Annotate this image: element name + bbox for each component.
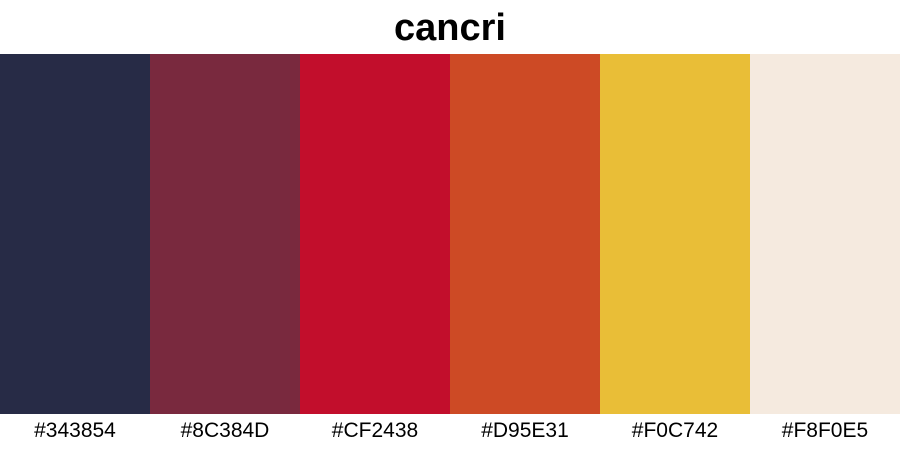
hex-label: #F8F0E5: [781, 419, 869, 442]
hex-label: #CF2438: [331, 419, 419, 442]
color-swatch: [0, 54, 150, 414]
hex-label-row: #343854 #8C384D #CF2438 #D95E31 #F0C742 …: [0, 414, 900, 450]
palette-title: cancri: [394, 7, 506, 49]
color-swatch: [300, 54, 450, 414]
color-swatch: [600, 54, 750, 414]
hex-label: #8C384D: [180, 419, 270, 442]
hex-label: #D95E31: [481, 419, 569, 442]
hex-label: #343854: [34, 419, 116, 442]
hex-label: #F0C742: [631, 419, 719, 442]
color-swatch: [150, 54, 300, 414]
color-swatch: [450, 54, 600, 414]
swatch-strip: [0, 54, 900, 414]
color-swatch: [750, 54, 900, 414]
